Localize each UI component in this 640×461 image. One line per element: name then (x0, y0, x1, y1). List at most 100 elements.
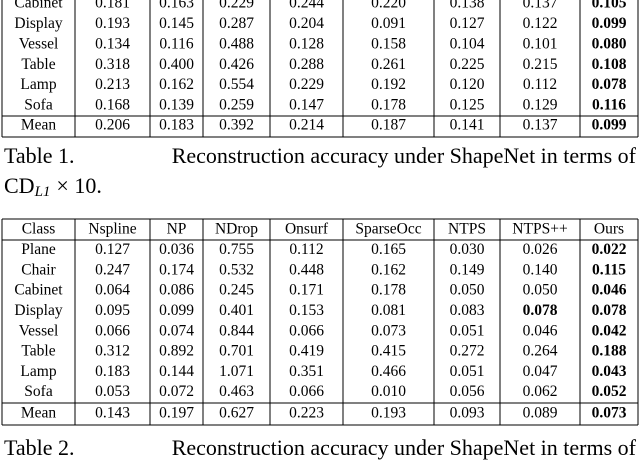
cell: 0.074 (159, 322, 194, 339)
cell: Vessel (19, 35, 59, 52)
cell: 0.312 (95, 343, 130, 360)
cell: 0.052 (592, 383, 627, 400)
cell: 0.022 (592, 241, 627, 258)
cell: 0.137 (523, 0, 558, 12)
cell: 0.140 (523, 261, 558, 278)
cell: 0.051 (450, 322, 485, 339)
cell: 0.095 (95, 302, 130, 319)
cell: 0.116 (592, 97, 626, 114)
cell: 0.171 (289, 282, 324, 299)
cell: 0.083 (450, 302, 485, 319)
cell: 0.108 (592, 56, 627, 73)
metric: CD (4, 173, 35, 198)
cell: 0.197 (159, 405, 194, 422)
cell: 0.463 (219, 383, 254, 400)
cell: 0.078 (523, 302, 558, 319)
cell: 0.047 (523, 363, 558, 380)
cell: 0.080 (592, 35, 627, 52)
cell: 0.112 (523, 76, 557, 93)
cell: 0.091 (371, 15, 406, 32)
cell: 0.125 (450, 97, 485, 114)
cell: 0.415 (371, 343, 406, 360)
cell: 0.400 (159, 56, 194, 73)
cell: 0.089 (523, 405, 558, 422)
cell: 0.050 (450, 282, 485, 299)
cell: 0.127 (450, 15, 485, 32)
cell: 0.466 (371, 363, 406, 380)
cell: 1.071 (219, 363, 254, 380)
cell: 0.165 (371, 241, 406, 258)
cell: 0.419 (289, 343, 324, 360)
column-header: NDrop (215, 221, 258, 238)
cell: 0.073 (371, 322, 406, 339)
cell: 0.134 (95, 35, 130, 52)
cell: Lamp (20, 76, 56, 93)
cell: 0.206 (95, 117, 130, 134)
cell: Vessel (19, 322, 59, 339)
cell: Cabinet (14, 282, 63, 299)
cell: 0.229 (219, 0, 254, 12)
column-header: Ours (594, 221, 624, 238)
cell: 0.755 (219, 241, 254, 258)
cell: 0.183 (95, 363, 130, 380)
cell: 0.138 (450, 0, 485, 12)
cell: 0.244 (289, 0, 324, 12)
cell: Mean (21, 405, 57, 422)
column-header: NTPS (448, 221, 486, 238)
cell: 0.220 (371, 0, 406, 12)
cell: 0.099 (159, 302, 194, 319)
cell: 0.026 (523, 241, 558, 258)
cell: 0.056 (450, 383, 485, 400)
cell: 0.287 (219, 15, 254, 32)
column-header: NP (167, 221, 187, 238)
cell: 0.046 (523, 322, 558, 339)
cell: Plane (21, 241, 56, 258)
cell: 0.215 (523, 56, 558, 73)
column-header: Onsurf (285, 221, 329, 238)
cell: 0.272 (450, 343, 485, 360)
cell: 0.072 (159, 383, 194, 400)
cell: 0.066 (289, 383, 324, 400)
cell: 0.064 (95, 282, 130, 299)
cell: 0.288 (289, 56, 324, 73)
cell: 0.147 (289, 97, 324, 114)
cell: 0.247 (95, 261, 130, 278)
cell: 0.204 (289, 15, 324, 32)
caption-label: Table 1. (4, 143, 75, 168)
cell: 0.178 (371, 97, 406, 114)
cell: 0.192 (371, 76, 406, 93)
cell: 0.158 (371, 35, 406, 52)
caption-text: Reconstruction accuracy under ShapeNet i… (172, 143, 637, 168)
cell: 0.112 (289, 241, 323, 258)
cell: 0.318 (95, 56, 130, 73)
cell: 0.892 (159, 343, 194, 360)
cell: 0.120 (450, 76, 485, 93)
cell: Display (14, 15, 62, 32)
cell: 0.093 (450, 405, 485, 422)
metric-subscript: L1 (34, 184, 51, 200)
cell: 0.163 (159, 0, 194, 12)
cell: 0.127 (95, 241, 130, 258)
cell: 0.401 (219, 302, 254, 319)
cell: 0.223 (289, 405, 324, 422)
cell: Cabinet (14, 0, 63, 12)
cell: 0.066 (95, 322, 130, 339)
cell: 0.229 (289, 76, 324, 93)
cell: 0.116 (159, 35, 194, 52)
cell: 0.099 (592, 15, 627, 32)
cell: 0.143 (95, 405, 130, 422)
cell: 0.145 (159, 15, 194, 32)
cell: 0.627 (219, 405, 254, 422)
cell: 0.448 (289, 261, 324, 278)
cell: 0.245 (219, 282, 254, 299)
cell: 0.115 (592, 261, 626, 278)
cell: 0.050 (523, 282, 558, 299)
cell: 0.051 (450, 363, 485, 380)
cell: 0.554 (219, 76, 254, 93)
cell: 0.010 (371, 383, 406, 400)
cell: 0.042 (592, 322, 627, 339)
caption-metric: CDL1 × 10. (4, 173, 102, 200)
cell: Table (21, 56, 55, 73)
